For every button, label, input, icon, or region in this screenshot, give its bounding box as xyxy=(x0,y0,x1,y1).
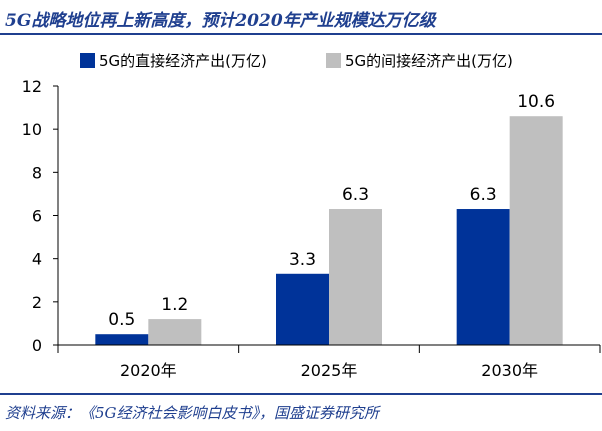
x-category-label: 2020年 xyxy=(120,361,177,380)
data-label: 1.2 xyxy=(161,295,188,315)
y-tick-label: 2 xyxy=(32,293,42,312)
y-tick-label: 6 xyxy=(32,207,42,226)
legend-swatch-1 xyxy=(80,53,95,68)
source-note: 资料来源：《5G经济社会影响白皮书》，国盛证券研究所 xyxy=(5,404,380,422)
bar-chart: 5G的直接经济产出(万亿) 5G的间接经济产出(万亿) 0 2 4 6 8 10 12 0.5… xyxy=(22,52,601,380)
x-axis: 2020年 2025年 2030年 xyxy=(57,344,601,380)
bar-direct-3 xyxy=(456,209,510,345)
bar-indirect-1 xyxy=(148,319,202,345)
bar-direct-1 xyxy=(95,334,149,345)
x-category-label: 2025年 xyxy=(301,361,358,380)
y-tick-label: 12 xyxy=(22,77,42,96)
data-label: 0.5 xyxy=(108,310,135,330)
title-rule xyxy=(0,33,602,35)
y-tick-label: 8 xyxy=(32,163,42,182)
legend-label-2: 5G的间接经济产出(万亿) xyxy=(345,52,513,70)
y-tick-label: 10 xyxy=(22,120,42,139)
y-tick-label: 4 xyxy=(32,250,42,269)
data-label: 10.6 xyxy=(517,92,555,112)
plot-area: 0.5 1.2 3.3 6.3 6.3 10.6 xyxy=(95,92,563,345)
legend-swatch-2 xyxy=(326,53,341,68)
data-label: 3.3 xyxy=(289,250,316,270)
source-rule xyxy=(0,393,602,395)
y-tick-label: 0 xyxy=(32,336,42,355)
data-label: 6.3 xyxy=(342,185,369,205)
bar-indirect-3 xyxy=(509,116,563,345)
x-category-label: 2030年 xyxy=(481,361,538,380)
legend-label-1: 5G的直接经济产出(万亿) xyxy=(99,52,267,70)
bar-direct-2 xyxy=(276,273,329,345)
bar-indirect-2 xyxy=(329,209,382,345)
data-label: 6.3 xyxy=(470,185,497,205)
y-axis: 0 2 4 6 8 10 12 xyxy=(22,77,59,355)
legend: 5G的直接经济产出(万亿) 5G的间接经济产出(万亿) xyxy=(80,52,513,70)
chart-title: 5G战略地位再上新高度，预计2020年产业规模达万亿级 xyxy=(5,11,436,31)
